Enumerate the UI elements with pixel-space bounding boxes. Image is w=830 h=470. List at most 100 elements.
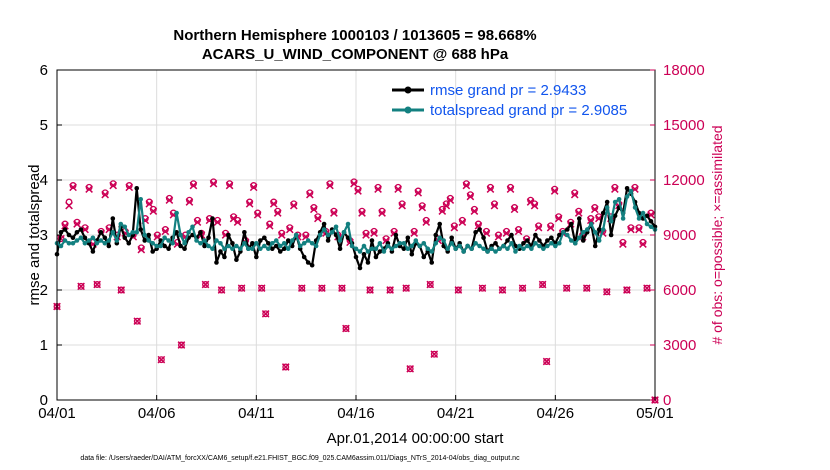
x-tick-label: 04/01: [38, 405, 76, 422]
rmse-point: [592, 243, 598, 249]
obs-assimilated-point: [253, 211, 262, 219]
totalspread-point: [246, 246, 251, 252]
totalspread-point: [449, 240, 454, 246]
obs-assimilated-point: [342, 324, 350, 333]
obs-assimilated-point: [101, 190, 109, 199]
totalspread-point: [612, 199, 618, 205]
totalspread-point: [66, 240, 72, 246]
obs-possible-point: [282, 363, 290, 371]
rmse-point: [142, 238, 148, 243]
totalspread-point: [62, 238, 68, 243]
totalspread-point: [353, 246, 359, 252]
obs-assimilated-point: [257, 284, 266, 292]
totalspread-point: [632, 205, 638, 210]
obs-assimilated-point: [611, 185, 619, 193]
obs-possible-point: [623, 286, 631, 294]
totalspread-point: [226, 243, 231, 249]
rmse-point: [214, 260, 219, 265]
rmse-point: [98, 229, 104, 235]
obs-assimilated-point: [217, 286, 226, 294]
totalspread-point: [425, 246, 431, 252]
totalspread-point: [258, 246, 263, 252]
rmse-point: [337, 246, 343, 252]
obs-possible-point: [603, 288, 611, 296]
y2-tick-label: 9000: [663, 227, 696, 244]
obs-assimilated-point: [486, 185, 495, 193]
obs-assimilated-point: [450, 223, 459, 232]
totalspread-point: [561, 229, 566, 235]
obs-assimilated-point: [414, 189, 423, 197]
totalspread-point: [289, 238, 295, 243]
totalspread-point: [453, 246, 458, 252]
obs-assimilated-point: [458, 218, 467, 226]
obs-assimilated-point: [623, 286, 631, 294]
obs-assimilated-point: [65, 201, 73, 210]
obs-possible-point: [499, 286, 506, 294]
rmse-point: [473, 229, 478, 235]
obs-assimilated-point: [189, 181, 198, 190]
totalspread-point: [281, 240, 287, 246]
totalspread-point: [469, 246, 474, 252]
obs-possible-point: [478, 284, 486, 292]
totalspread-point: [305, 238, 311, 243]
rmse-point: [481, 235, 486, 241]
rmse-point: [198, 229, 203, 235]
obs-possible-point: [318, 284, 326, 292]
totalspread-point: [509, 240, 514, 246]
x-tick-label: 04/06: [138, 405, 176, 422]
legend-spread-label: totalspread grand pr = 2.9085: [430, 102, 627, 119]
totalspread-point: [461, 249, 466, 254]
chart-title-line2: ACARS_U_WIND_COMPONENT @ 688 hPa: [202, 46, 509, 63]
obs-assimilated-point: [277, 231, 286, 239]
totalspread-point: [369, 246, 375, 252]
obs-assimilated-point: [418, 203, 427, 212]
totalspread-point: [377, 240, 383, 246]
rmse-point: [604, 199, 610, 205]
totalspread-point: [393, 243, 399, 249]
totalspread-point: [489, 246, 494, 252]
totalspread-point: [373, 246, 379, 252]
obs-possible-point: [262, 310, 270, 318]
totalspread-point: [596, 238, 602, 243]
rmse-point: [608, 232, 614, 238]
rmse-point: [369, 238, 375, 243]
rmse-point: [644, 213, 650, 219]
obs-assimilated-point: [225, 181, 234, 190]
rmse-point: [210, 216, 215, 221]
rmse-point: [612, 213, 618, 219]
totalspread-point: [285, 246, 291, 252]
totalspread-point: [385, 243, 391, 249]
obs-possible-point: [426, 281, 434, 288]
totalspread-point: [138, 196, 144, 202]
obs-assimilated-point: [249, 183, 258, 192]
obs-assimilated-point: [362, 231, 370, 239]
totalspread-point: [269, 240, 275, 246]
rmse-point: [405, 235, 411, 241]
rmse-point: [269, 246, 275, 252]
totalspread-point: [170, 240, 175, 246]
totalspread-point: [505, 246, 510, 252]
obs-possible-point: [454, 286, 462, 294]
rmse-point: [250, 240, 255, 246]
rmse-point: [305, 260, 311, 265]
totalspread-point: [90, 235, 96, 241]
obs-assimilated-point: [137, 245, 146, 254]
totalspread-point: [70, 240, 76, 246]
obs-possible-point: [539, 281, 547, 288]
rmse-point: [277, 249, 283, 254]
rmse-point: [377, 249, 383, 254]
obs-possible-point: [402, 284, 410, 292]
totalspread-point: [537, 243, 542, 249]
totalspread-point: [178, 232, 183, 238]
totalspread-point: [341, 229, 347, 235]
obs-assimilated-point: [378, 209, 386, 217]
obs-assimilated-point: [627, 225, 635, 234]
obs-assimilated-point: [149, 207, 158, 215]
totalspread-point: [321, 227, 327, 232]
rmse-point: [401, 246, 407, 252]
totalspread-point: [497, 246, 502, 252]
rmse-point: [262, 235, 267, 241]
obs-assimilated-point: [498, 286, 507, 294]
totalspread-point: [166, 238, 171, 243]
obs-assimilated-point: [466, 192, 475, 201]
